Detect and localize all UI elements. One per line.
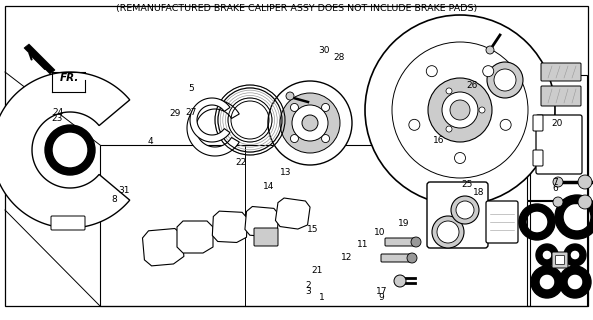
Text: 31: 31: [118, 186, 130, 195]
FancyBboxPatch shape: [385, 238, 415, 246]
Circle shape: [578, 175, 592, 189]
Text: 6: 6: [552, 184, 558, 193]
Circle shape: [479, 107, 485, 113]
Circle shape: [302, 115, 318, 131]
Polygon shape: [245, 206, 279, 237]
Bar: [527, 201, 587, 306]
Circle shape: [451, 196, 479, 224]
Polygon shape: [0, 72, 130, 228]
Text: 24: 24: [52, 108, 63, 117]
Circle shape: [392, 42, 528, 178]
Text: 30: 30: [318, 46, 330, 55]
Circle shape: [291, 103, 298, 111]
Circle shape: [486, 46, 494, 54]
Text: 26: 26: [466, 81, 478, 90]
Text: 28: 28: [333, 53, 345, 62]
Circle shape: [268, 81, 352, 165]
Text: 11: 11: [357, 240, 369, 249]
Polygon shape: [177, 221, 213, 253]
Text: 27: 27: [185, 108, 197, 117]
FancyBboxPatch shape: [486, 201, 518, 243]
Text: 10: 10: [374, 228, 385, 237]
Text: 12: 12: [340, 253, 352, 262]
Circle shape: [437, 221, 459, 243]
Circle shape: [286, 92, 294, 100]
Circle shape: [411, 237, 421, 247]
Circle shape: [365, 15, 555, 205]
Text: 25: 25: [461, 180, 473, 189]
Circle shape: [483, 66, 494, 77]
FancyBboxPatch shape: [381, 254, 411, 262]
Text: 7: 7: [552, 178, 558, 187]
Text: 14: 14: [263, 182, 275, 191]
Circle shape: [428, 78, 492, 142]
Polygon shape: [190, 98, 230, 142]
Circle shape: [432, 216, 464, 248]
Text: 21: 21: [311, 266, 323, 275]
FancyBboxPatch shape: [533, 115, 543, 131]
FancyBboxPatch shape: [427, 182, 488, 248]
FancyBboxPatch shape: [536, 115, 582, 174]
Text: 29: 29: [169, 109, 181, 118]
Text: 8: 8: [111, 195, 117, 204]
Circle shape: [446, 126, 452, 132]
Polygon shape: [24, 44, 55, 74]
Circle shape: [280, 93, 340, 153]
Circle shape: [487, 62, 523, 98]
Circle shape: [500, 119, 511, 130]
FancyBboxPatch shape: [533, 150, 543, 166]
Text: 5: 5: [188, 84, 194, 93]
Circle shape: [321, 134, 330, 142]
Circle shape: [553, 177, 563, 187]
Circle shape: [394, 275, 406, 287]
Text: 22: 22: [236, 158, 247, 167]
Text: 17: 17: [375, 287, 387, 296]
Text: 4: 4: [147, 137, 153, 146]
Text: 18: 18: [473, 188, 485, 197]
FancyBboxPatch shape: [552, 252, 568, 268]
Circle shape: [291, 134, 298, 142]
Text: 3: 3: [305, 287, 311, 296]
Text: 9: 9: [378, 293, 384, 302]
Text: 19: 19: [397, 219, 409, 228]
Circle shape: [553, 197, 563, 207]
Circle shape: [450, 100, 470, 120]
Polygon shape: [142, 228, 184, 266]
Text: 15: 15: [307, 225, 318, 234]
Text: 2: 2: [305, 281, 311, 290]
Text: 16: 16: [433, 136, 445, 145]
Polygon shape: [276, 198, 310, 229]
Bar: [527, 75, 587, 200]
FancyBboxPatch shape: [51, 216, 85, 230]
Polygon shape: [187, 100, 239, 156]
Circle shape: [426, 66, 437, 77]
FancyBboxPatch shape: [556, 255, 565, 265]
Circle shape: [578, 195, 592, 209]
Circle shape: [407, 253, 417, 263]
Polygon shape: [212, 211, 247, 243]
Text: 13: 13: [280, 168, 292, 177]
FancyBboxPatch shape: [541, 86, 581, 106]
Circle shape: [442, 92, 478, 128]
Circle shape: [494, 69, 516, 91]
Circle shape: [454, 153, 466, 164]
Text: 23: 23: [52, 114, 63, 123]
Text: 1: 1: [319, 293, 325, 302]
Circle shape: [456, 201, 474, 219]
Circle shape: [409, 119, 420, 130]
Circle shape: [446, 88, 452, 94]
Text: 20: 20: [551, 119, 563, 128]
Circle shape: [321, 103, 330, 111]
Circle shape: [292, 105, 328, 141]
FancyBboxPatch shape: [254, 228, 278, 246]
Text: FR.: FR.: [60, 73, 79, 83]
Text: (REMANUFACTURED BRAKE CALIPER ASSY DOES NOT INCLUDE BRAKE PADS): (REMANUFACTURED BRAKE CALIPER ASSY DOES …: [116, 4, 477, 12]
FancyBboxPatch shape: [541, 63, 581, 81]
